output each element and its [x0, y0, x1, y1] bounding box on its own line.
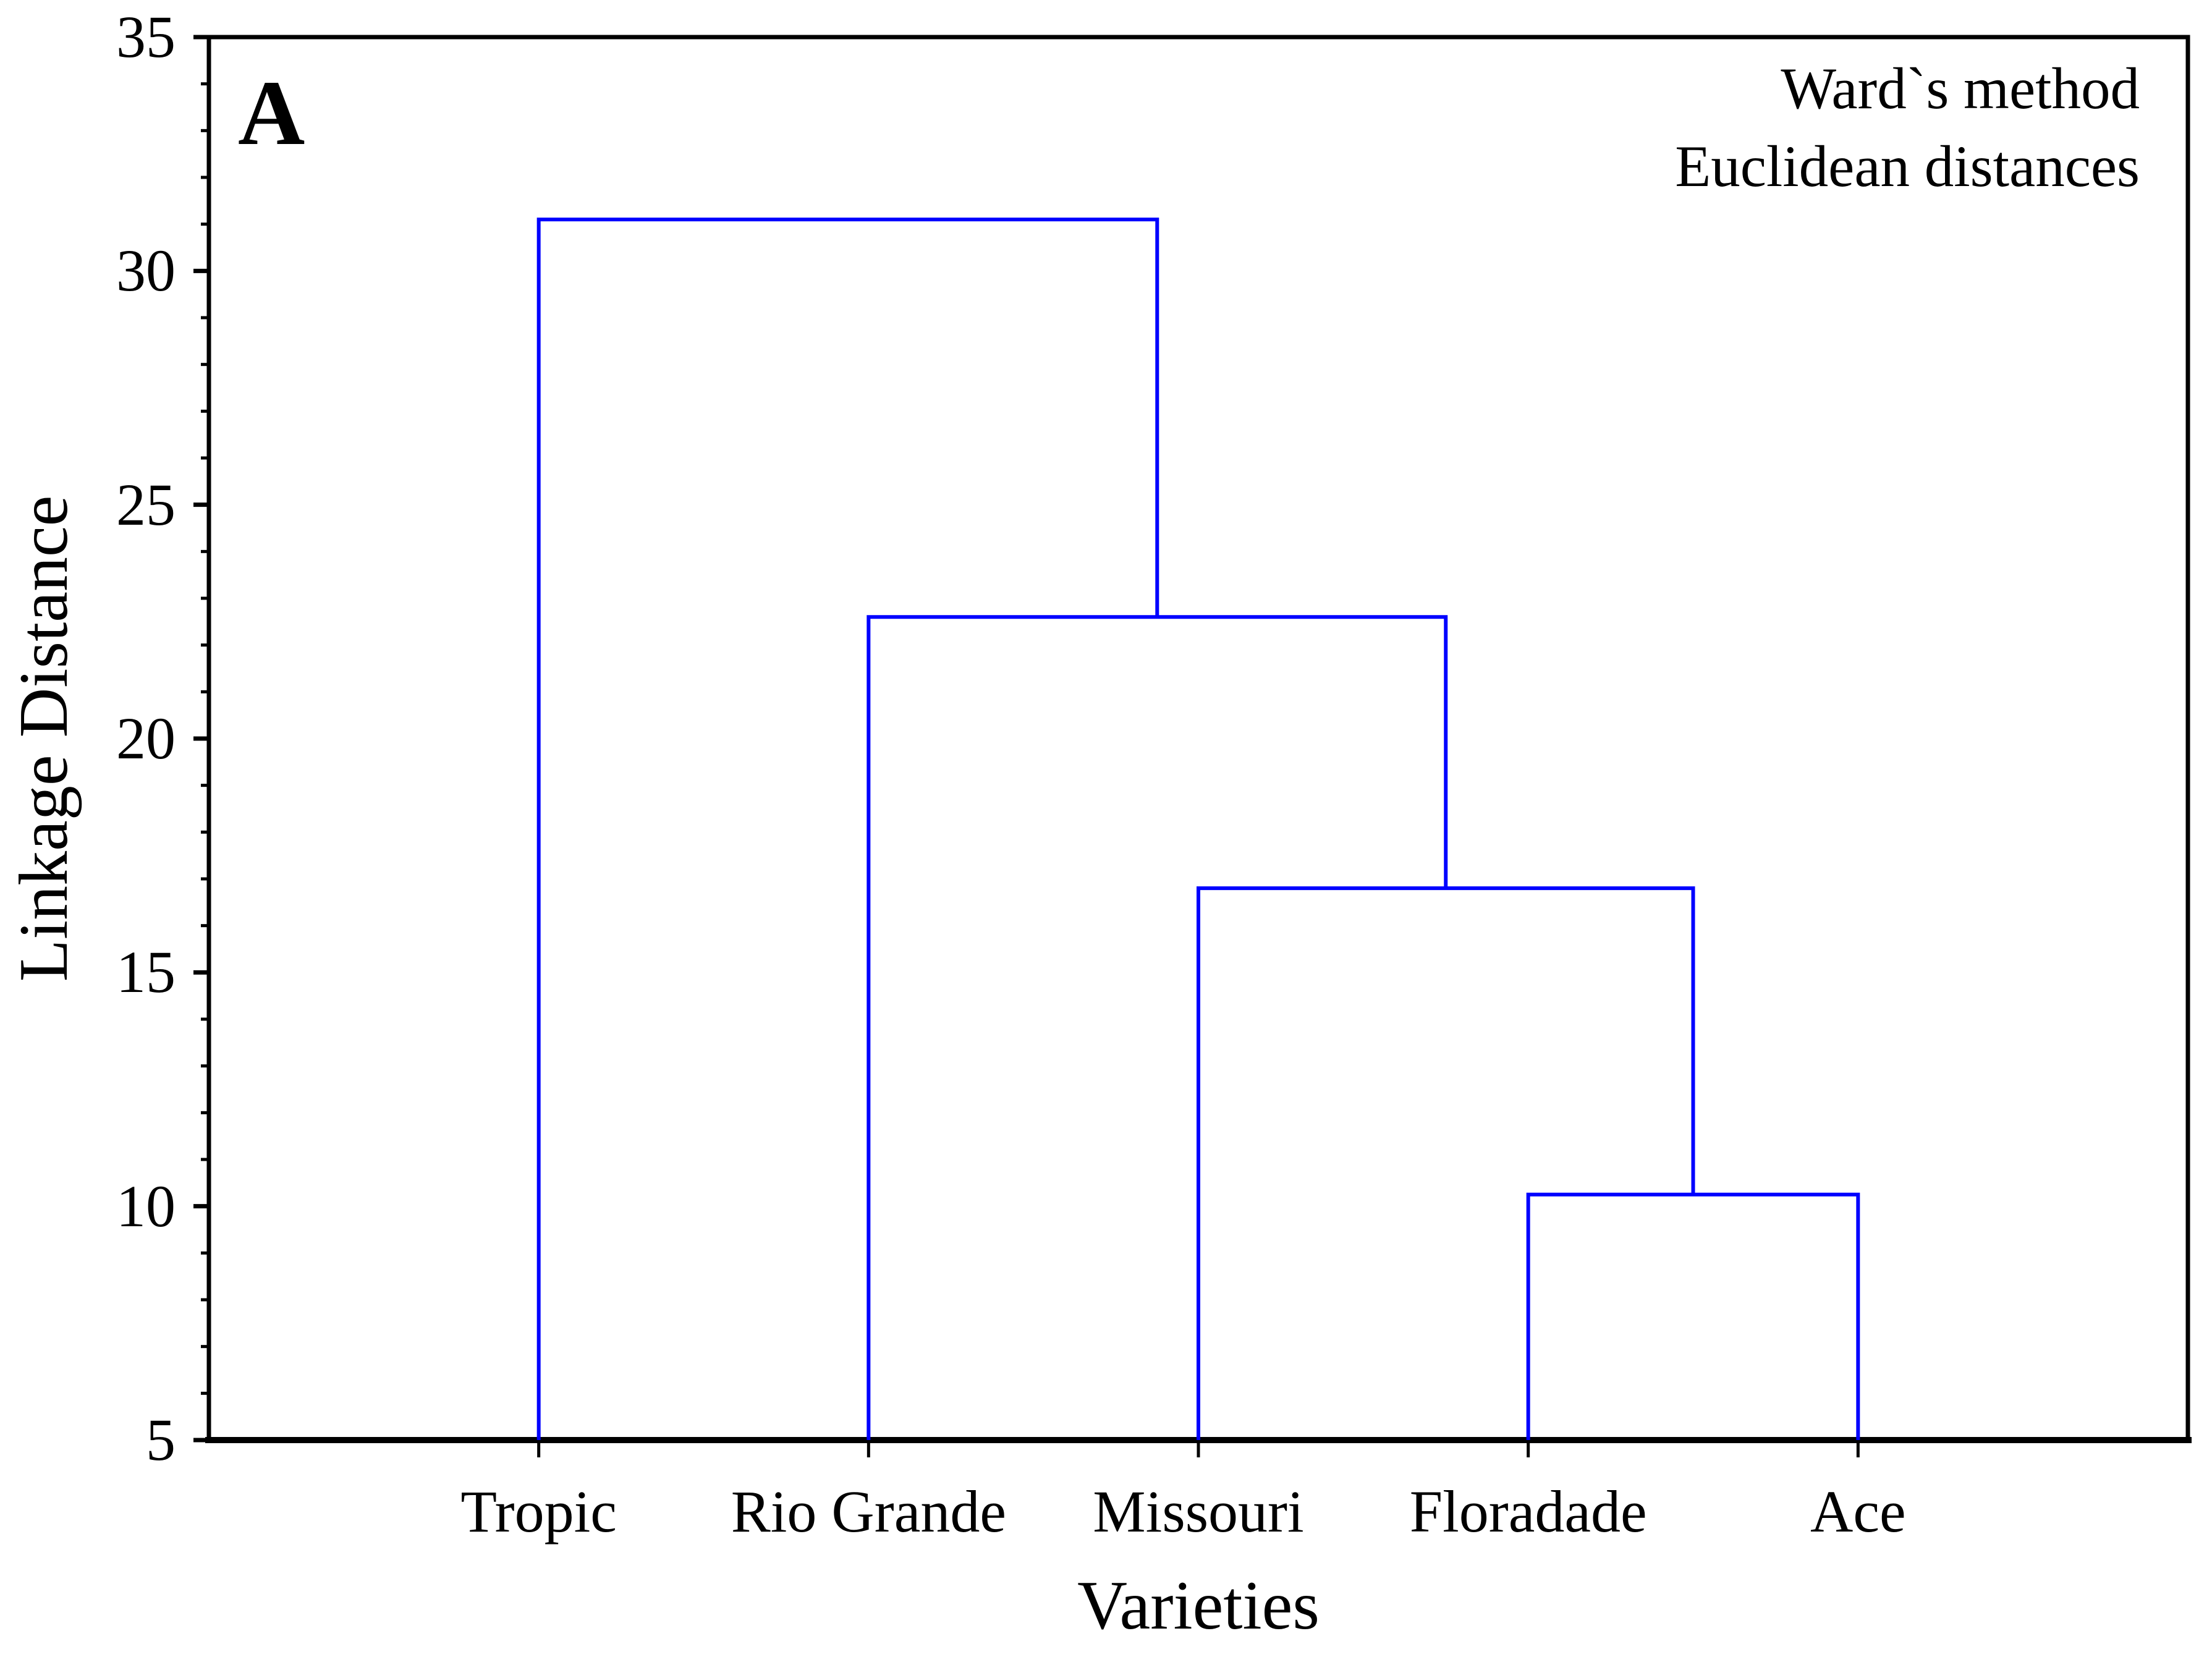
panel-label: A	[238, 62, 305, 164]
method-annotation-line1: Ward`s method	[1781, 56, 2140, 121]
y-tick-label: 15	[116, 939, 176, 1006]
x-leaf-label: Tropic	[460, 1478, 617, 1545]
y-tick-label: 20	[116, 705, 176, 771]
x-leaf-label: Missouri	[1093, 1478, 1304, 1545]
y-tick-label: 5	[146, 1407, 176, 1473]
y-tick-label: 35	[116, 4, 176, 70]
x-axis-title: Varieties	[1077, 1567, 1320, 1644]
x-leaf-label: Ace	[1810, 1478, 1906, 1545]
method-annotation: Ward`s method Euclidean distances	[1675, 49, 2140, 205]
y-tick-label: 25	[116, 471, 176, 538]
y-tick-label: 10	[116, 1172, 176, 1239]
x-leaf-label: Rio Grande	[731, 1478, 1006, 1545]
x-leaf-label: Floradade	[1409, 1478, 1647, 1545]
y-tick-label: 30	[116, 237, 176, 304]
method-annotation-line2: Euclidean distances	[1675, 133, 2140, 199]
